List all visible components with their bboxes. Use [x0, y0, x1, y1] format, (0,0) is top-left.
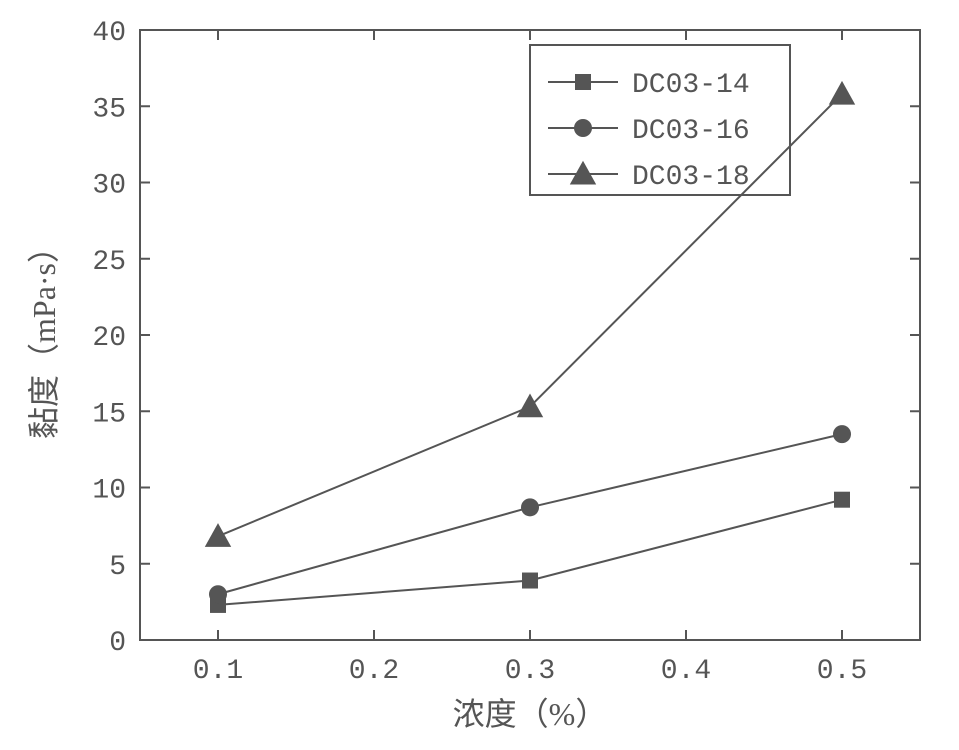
- y-tick-label: 25: [92, 247, 126, 278]
- x-axis-title: 浓度（%）: [453, 696, 608, 732]
- y-tick-label: 30: [92, 171, 126, 202]
- marker-square: [575, 74, 591, 90]
- x-tick-label: 0.2: [349, 656, 399, 687]
- legend-label: DC03-14: [632, 70, 750, 101]
- y-tick-label: 10: [92, 476, 126, 507]
- legend: DC03-14 DC03-16 DC03-18: [530, 45, 790, 195]
- marker-triangle: [205, 523, 231, 547]
- x-tick-label: 0.4: [661, 656, 711, 687]
- marker-triangle: [570, 161, 596, 185]
- marker-square: [834, 492, 850, 508]
- y-tick-label: 20: [92, 323, 126, 354]
- marker-square: [522, 573, 538, 589]
- marker-triangle: [829, 81, 855, 105]
- viscosity-chart: 0.1 0.2 0.3 0.4 0.5 0 5 10 15 20 25 30 35 40 浓度（%） 黏度（m…: [0, 0, 959, 750]
- chart-svg: 0.1 0.2 0.3 0.4 0.5 0 5 10 15 20 25 30 35 40 浓度（%） 黏度（m…: [0, 0, 959, 750]
- marker-circle: [833, 425, 851, 443]
- x-tick-label: 0.5: [817, 656, 867, 687]
- x-tick-label: 0.1: [193, 656, 243, 687]
- y-axis-title: 黏度（mPa·s）: [26, 231, 62, 439]
- y-tick-label: 40: [92, 18, 126, 49]
- y-tick-label: 35: [92, 94, 126, 125]
- legend-label: DC03-18: [632, 162, 750, 193]
- marker-circle: [209, 585, 227, 603]
- y-tick-label: 5: [109, 552, 126, 583]
- marker-circle: [574, 119, 592, 137]
- y-tick-label: 0: [109, 628, 126, 659]
- legend-label: DC03-16: [632, 116, 750, 147]
- marker-circle: [521, 498, 539, 516]
- y-tick-label: 15: [92, 399, 126, 430]
- x-tick-label: 0.3: [505, 656, 555, 687]
